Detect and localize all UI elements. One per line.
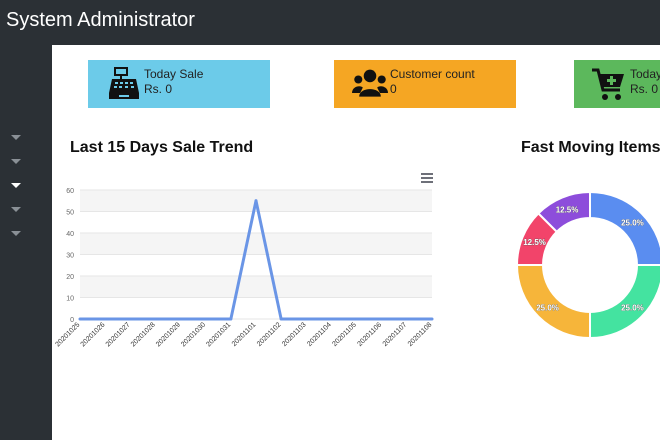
donut-slice[interactable] [536, 190, 591, 234]
y-tick-label: 60 [66, 188, 74, 195]
today-label: Today [630, 67, 660, 81]
x-tick-label: 20201102 [256, 321, 283, 348]
users-icon [352, 69, 388, 97]
sidebar [0, 45, 52, 440]
cart-plus-icon [592, 68, 624, 100]
today-sale-label: Today Sale [144, 67, 204, 81]
x-tick-label: 20201105 [331, 321, 358, 348]
donut-slice[interactable] [515, 264, 591, 340]
donut-slice-label: 25.0% [621, 303, 644, 312]
x-tick-label: 20201103 [281, 321, 308, 348]
sidebar-item-2-caret-icon[interactable] [11, 159, 21, 164]
sales-data-point[interactable] [179, 317, 183, 321]
sales-data-point[interactable] [430, 317, 434, 321]
y-tick-label: 10 [66, 296, 74, 303]
sales-line-chart: 0102030405060202010252020102620201027202… [54, 188, 434, 348]
sidebar-item-1-caret-icon[interactable] [11, 135, 21, 140]
top-bar: System Administrator [0, 0, 660, 45]
sales-data-point[interactable] [355, 317, 359, 321]
sales-data-point[interactable] [204, 317, 208, 321]
sales-data-point[interactable] [229, 317, 233, 321]
chart-menu-icon[interactable] [421, 173, 433, 185]
sidebar-item-3-caret-icon[interactable] [11, 183, 21, 188]
x-tick-label: 20201028 [130, 321, 157, 348]
sidebar-item-4-caret-icon[interactable] [11, 207, 21, 212]
x-tick-label: 20201104 [306, 321, 333, 348]
sales-chart-title: Last 15 Days Sale Trend [70, 139, 254, 156]
sales-data-point[interactable] [304, 317, 308, 321]
donut-slice-label: 25.0% [621, 219, 644, 228]
y-tick-label: 50 [66, 210, 74, 217]
x-tick-label: 20201025 [54, 321, 81, 348]
x-tick-label: 20201026 [80, 321, 107, 348]
sales-data-point[interactable] [153, 317, 157, 321]
customer-count-label: Customer count [390, 67, 475, 81]
sales-data-point[interactable] [128, 317, 132, 321]
donut-slice-label: 12.5% [556, 206, 579, 215]
cash-register-icon [109, 67, 139, 99]
items-chart-title: Fast Moving Items [521, 139, 660, 156]
donut-slice-label: 25.0% [536, 303, 559, 312]
sales-data-point[interactable] [405, 317, 409, 321]
y-tick-label: 0 [70, 317, 74, 324]
grid-band [80, 276, 432, 298]
today-value: Rs. 0 [630, 82, 659, 96]
today-card[interactable]: Today Rs. 0 [574, 60, 660, 108]
y-tick-label: 30 [66, 253, 74, 260]
items-donut-chart: 25.0% 25.0% 25.0% 12.5% 12.5% [515, 190, 660, 340]
x-tick-label: 20201027 [105, 321, 132, 348]
x-tick-label: 20201108 [407, 321, 434, 348]
x-tick-label: 20201031 [205, 321, 232, 348]
x-tick-label: 20201101 [231, 321, 258, 348]
grid-band [80, 233, 432, 255]
y-tick-label: 20 [66, 274, 74, 281]
sidebar-item-5-caret-icon[interactable] [11, 231, 21, 236]
x-tick-label: 20201030 [180, 321, 207, 348]
sales-data-point[interactable] [380, 317, 384, 321]
today-sale-value: Rs. 0 [144, 82, 173, 96]
today-sale-card[interactable]: Today Sale Rs. 0 [88, 60, 270, 108]
customer-count-value: 0 [390, 82, 397, 96]
x-tick-label: 20201029 [155, 321, 182, 348]
sales-series-line [80, 199, 432, 321]
sales-data-point[interactable] [279, 317, 283, 321]
sales-data-point[interactable] [103, 317, 107, 321]
sales-data-point[interactable] [78, 317, 82, 321]
sales-data-point[interactable] [329, 317, 333, 321]
y-tick-label: 40 [66, 231, 74, 238]
sales-data-point[interactable] [254, 199, 258, 203]
app-title: System Administrator [6, 9, 195, 31]
donut-slice-label: 12.5% [523, 238, 546, 247]
donut-slice[interactable] [589, 190, 660, 266]
x-tick-label: 20201106 [357, 321, 384, 348]
x-tick-label: 20201107 [382, 321, 409, 348]
donut-slice[interactable] [589, 264, 660, 340]
customer-count-card[interactable]: Customer count 0 [334, 60, 516, 108]
